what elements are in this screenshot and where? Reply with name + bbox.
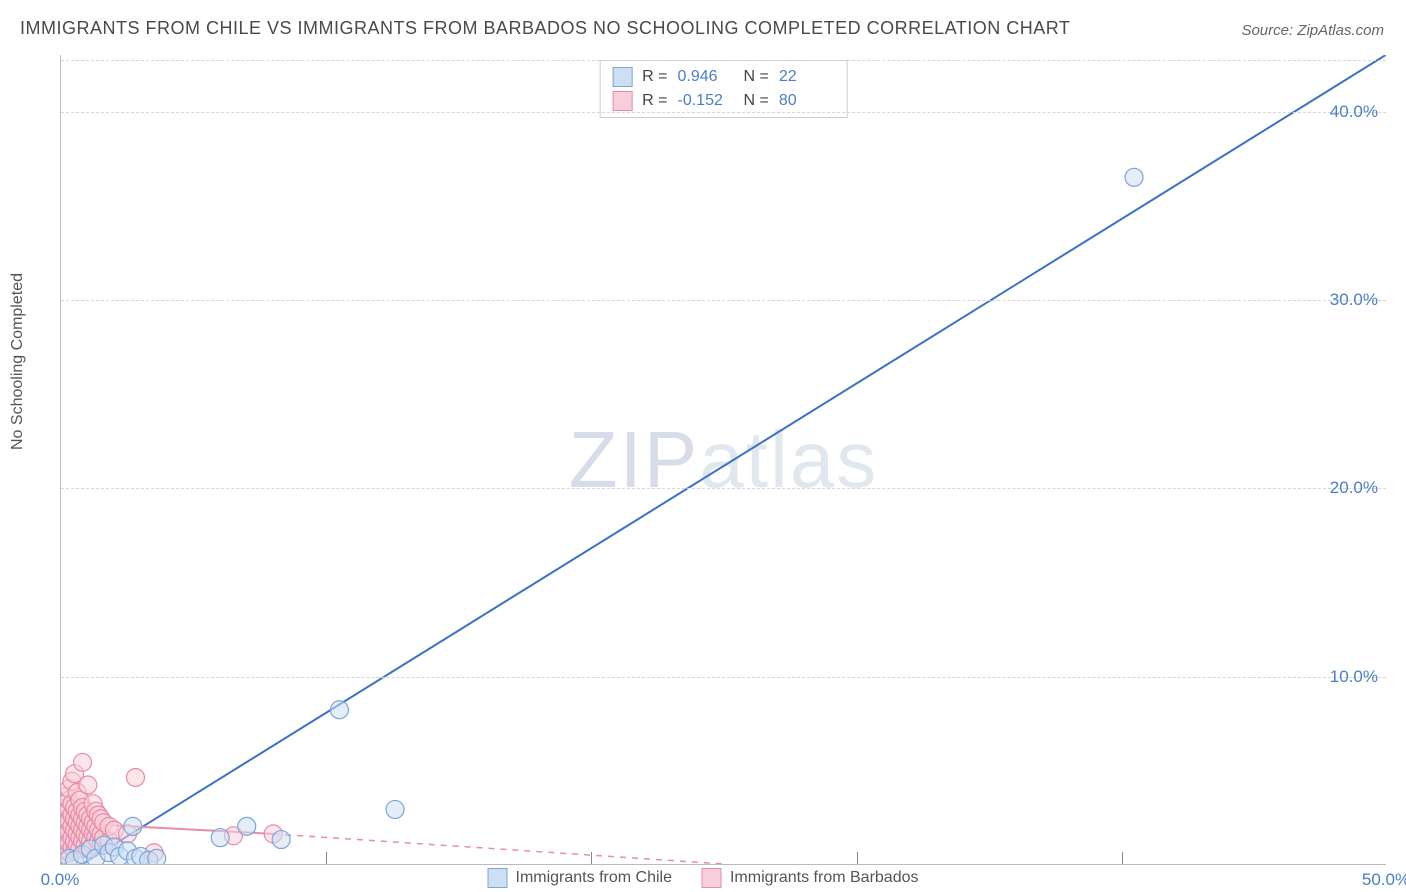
legend-label-barbados: Immigrants from Barbados [730, 869, 919, 887]
chart-title: IMMIGRANTS FROM CHILE VS IMMIGRANTS FROM… [20, 18, 1070, 39]
x-tick [591, 852, 592, 864]
hgrid-line [61, 488, 1386, 489]
x-tick [1122, 852, 1123, 864]
legend-item-chile: Immigrants from Chile [488, 868, 672, 888]
y-axis-label: No Schooling Completed [9, 273, 27, 450]
legend-label-chile: Immigrants from Chile [516, 869, 672, 887]
x-tick-50: 50.0% [1362, 870, 1406, 890]
hgrid-line [61, 677, 1386, 678]
scatter-plot-svg [61, 55, 1386, 864]
chart-plot-area: ZIPatlas R = 0.946 N = 22 R = -0.152 N =… [60, 55, 1386, 865]
x-tick [326, 852, 327, 864]
swatch-chile [488, 868, 508, 888]
hgrid-line [61, 112, 1386, 113]
series-legend: Immigrants from Chile Immigrants from Ba… [488, 868, 919, 888]
y-tick-label: 30.0% [1330, 290, 1378, 310]
x-tick-0: 0.0% [41, 870, 80, 890]
y-tick-label: 40.0% [1330, 102, 1378, 122]
y-tick-label: 10.0% [1330, 667, 1378, 687]
hgrid-line [61, 60, 1386, 61]
legend-item-barbados: Immigrants from Barbados [702, 868, 919, 888]
hgrid-line [61, 300, 1386, 301]
swatch-barbados [702, 868, 722, 888]
source-attribution: Source: ZipAtlas.com [1241, 22, 1384, 39]
y-tick-label: 20.0% [1330, 478, 1378, 498]
x-tick [857, 852, 858, 864]
